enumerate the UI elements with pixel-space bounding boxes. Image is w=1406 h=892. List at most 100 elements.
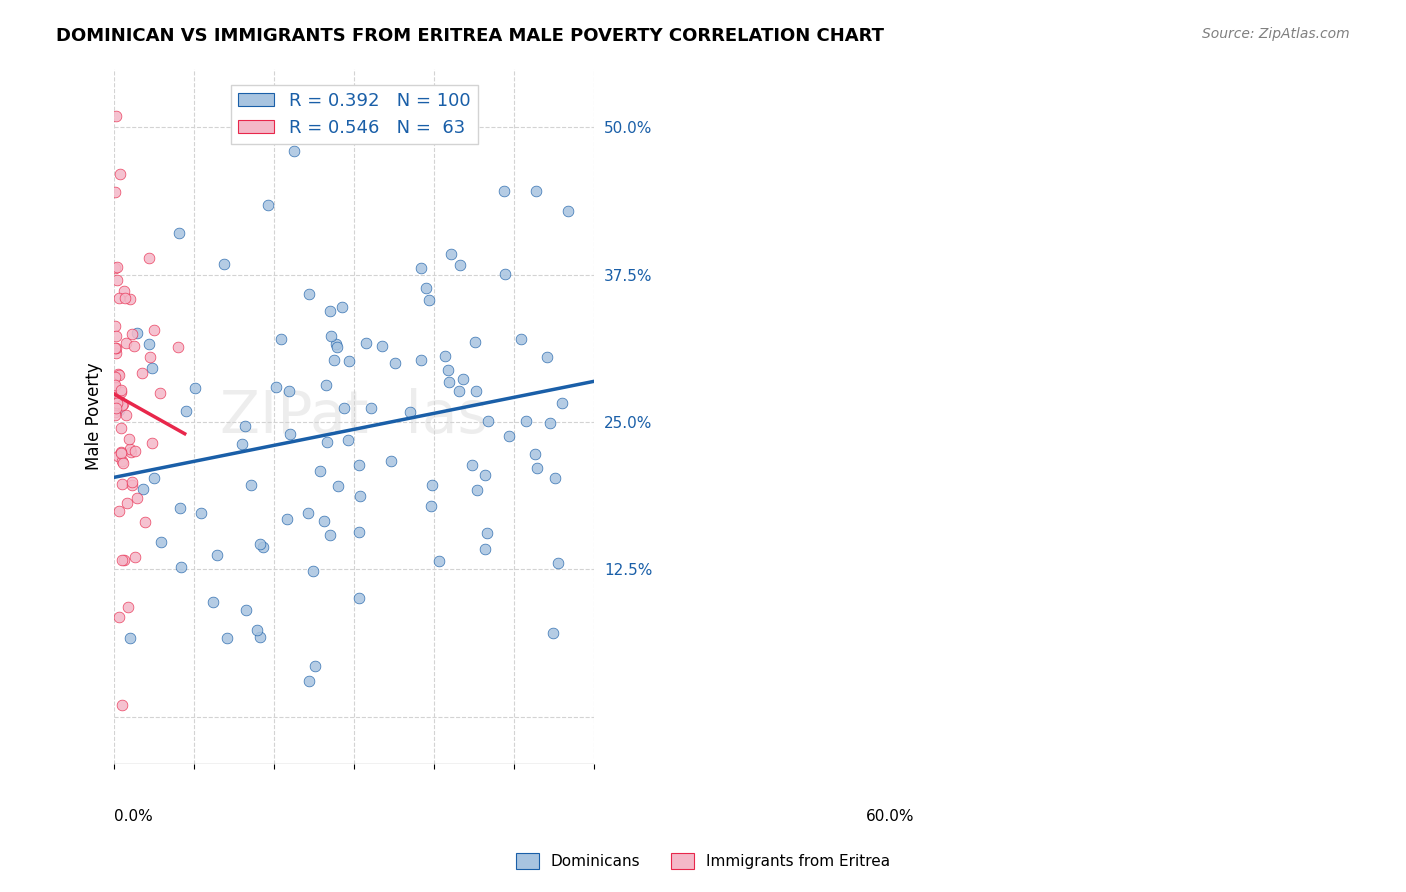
Point: [515, 414, 537, 428]
Point: [465, 384, 488, 398]
Point: [112, 456, 135, 470]
Point: [141, 435, 163, 450]
Point: [249, 537, 271, 551]
Point: [276, 512, 298, 526]
Point: [127, 491, 149, 505]
Point: [110, 383, 132, 397]
Point: [384, 356, 406, 370]
Point: [319, 528, 342, 542]
Point: [124, 550, 146, 565]
Point: [477, 414, 499, 428]
Point: [105, 109, 128, 123]
Point: [110, 384, 132, 399]
Point: [111, 476, 134, 491]
Point: [104, 380, 127, 394]
Point: [437, 376, 460, 390]
Point: [333, 401, 356, 415]
Text: DOMINICAN VS IMMIGRANTS FROM ERITREA MALE POVERTY CORRELATION CHART: DOMINICAN VS IMMIGRANTS FROM ERITREA MAL…: [56, 27, 884, 45]
Point: [169, 500, 191, 515]
Point: [121, 475, 143, 489]
Point: [201, 595, 224, 609]
Point: [461, 458, 484, 472]
Point: [440, 247, 463, 261]
Point: [118, 432, 141, 446]
Point: [297, 506, 319, 520]
Point: [114, 336, 136, 351]
Point: [111, 698, 134, 712]
Point: [167, 340, 190, 354]
Point: [131, 366, 153, 380]
Point: [107, 609, 129, 624]
Point: [121, 478, 143, 492]
Y-axis label: Male Poverty: Male Poverty: [86, 362, 103, 470]
Point: [524, 447, 547, 461]
Point: [110, 445, 132, 459]
Point: [315, 435, 337, 450]
Point: [104, 341, 127, 355]
Text: 0.0%: 0.0%: [114, 809, 153, 824]
Point: [205, 548, 228, 562]
Point: [536, 351, 558, 365]
Point: [231, 437, 253, 451]
Point: [235, 418, 257, 433]
Point: [112, 397, 135, 411]
Point: [127, 326, 149, 341]
Point: [107, 291, 129, 305]
Point: [134, 516, 156, 530]
Point: [433, 349, 456, 363]
Point: [118, 631, 141, 645]
Point: [475, 525, 498, 540]
Point: [214, 257, 236, 271]
Point: [526, 184, 548, 198]
Point: [270, 332, 292, 346]
Point: [104, 260, 127, 275]
Point: [122, 339, 145, 353]
Point: [111, 398, 134, 412]
Point: [112, 285, 135, 299]
Point: [114, 291, 136, 305]
Point: [474, 467, 496, 482]
Point: [349, 489, 371, 503]
Point: [108, 402, 131, 417]
Point: [321, 329, 343, 343]
Point: [108, 368, 131, 383]
Point: [337, 433, 360, 447]
Point: [215, 632, 238, 646]
Point: [315, 378, 337, 392]
Point: [105, 345, 128, 359]
Point: [371, 339, 394, 353]
Point: [427, 554, 450, 568]
Point: [409, 353, 432, 368]
Point: [252, 540, 274, 554]
Point: [239, 477, 262, 491]
Point: [120, 445, 142, 459]
Point: [112, 553, 135, 567]
Point: [322, 353, 344, 368]
Point: [492, 184, 515, 198]
Point: [449, 384, 471, 398]
Point: [526, 460, 548, 475]
Point: [541, 625, 564, 640]
Point: [105, 260, 128, 274]
Point: [110, 421, 132, 435]
Point: [149, 385, 172, 400]
Point: [304, 658, 326, 673]
Point: [544, 471, 567, 485]
Point: [330, 300, 353, 314]
Point: [138, 336, 160, 351]
Point: [354, 336, 377, 351]
Point: [107, 450, 129, 464]
Point: [538, 416, 561, 430]
Point: [347, 591, 370, 605]
Point: [337, 353, 360, 368]
Point: [104, 341, 127, 355]
Point: [464, 334, 486, 349]
Point: [494, 267, 516, 281]
Point: [278, 427, 301, 442]
Point: [301, 564, 323, 578]
Point: [318, 303, 340, 318]
Point: [141, 360, 163, 375]
Point: [190, 506, 212, 520]
Point: [557, 204, 579, 219]
Point: [314, 514, 336, 528]
